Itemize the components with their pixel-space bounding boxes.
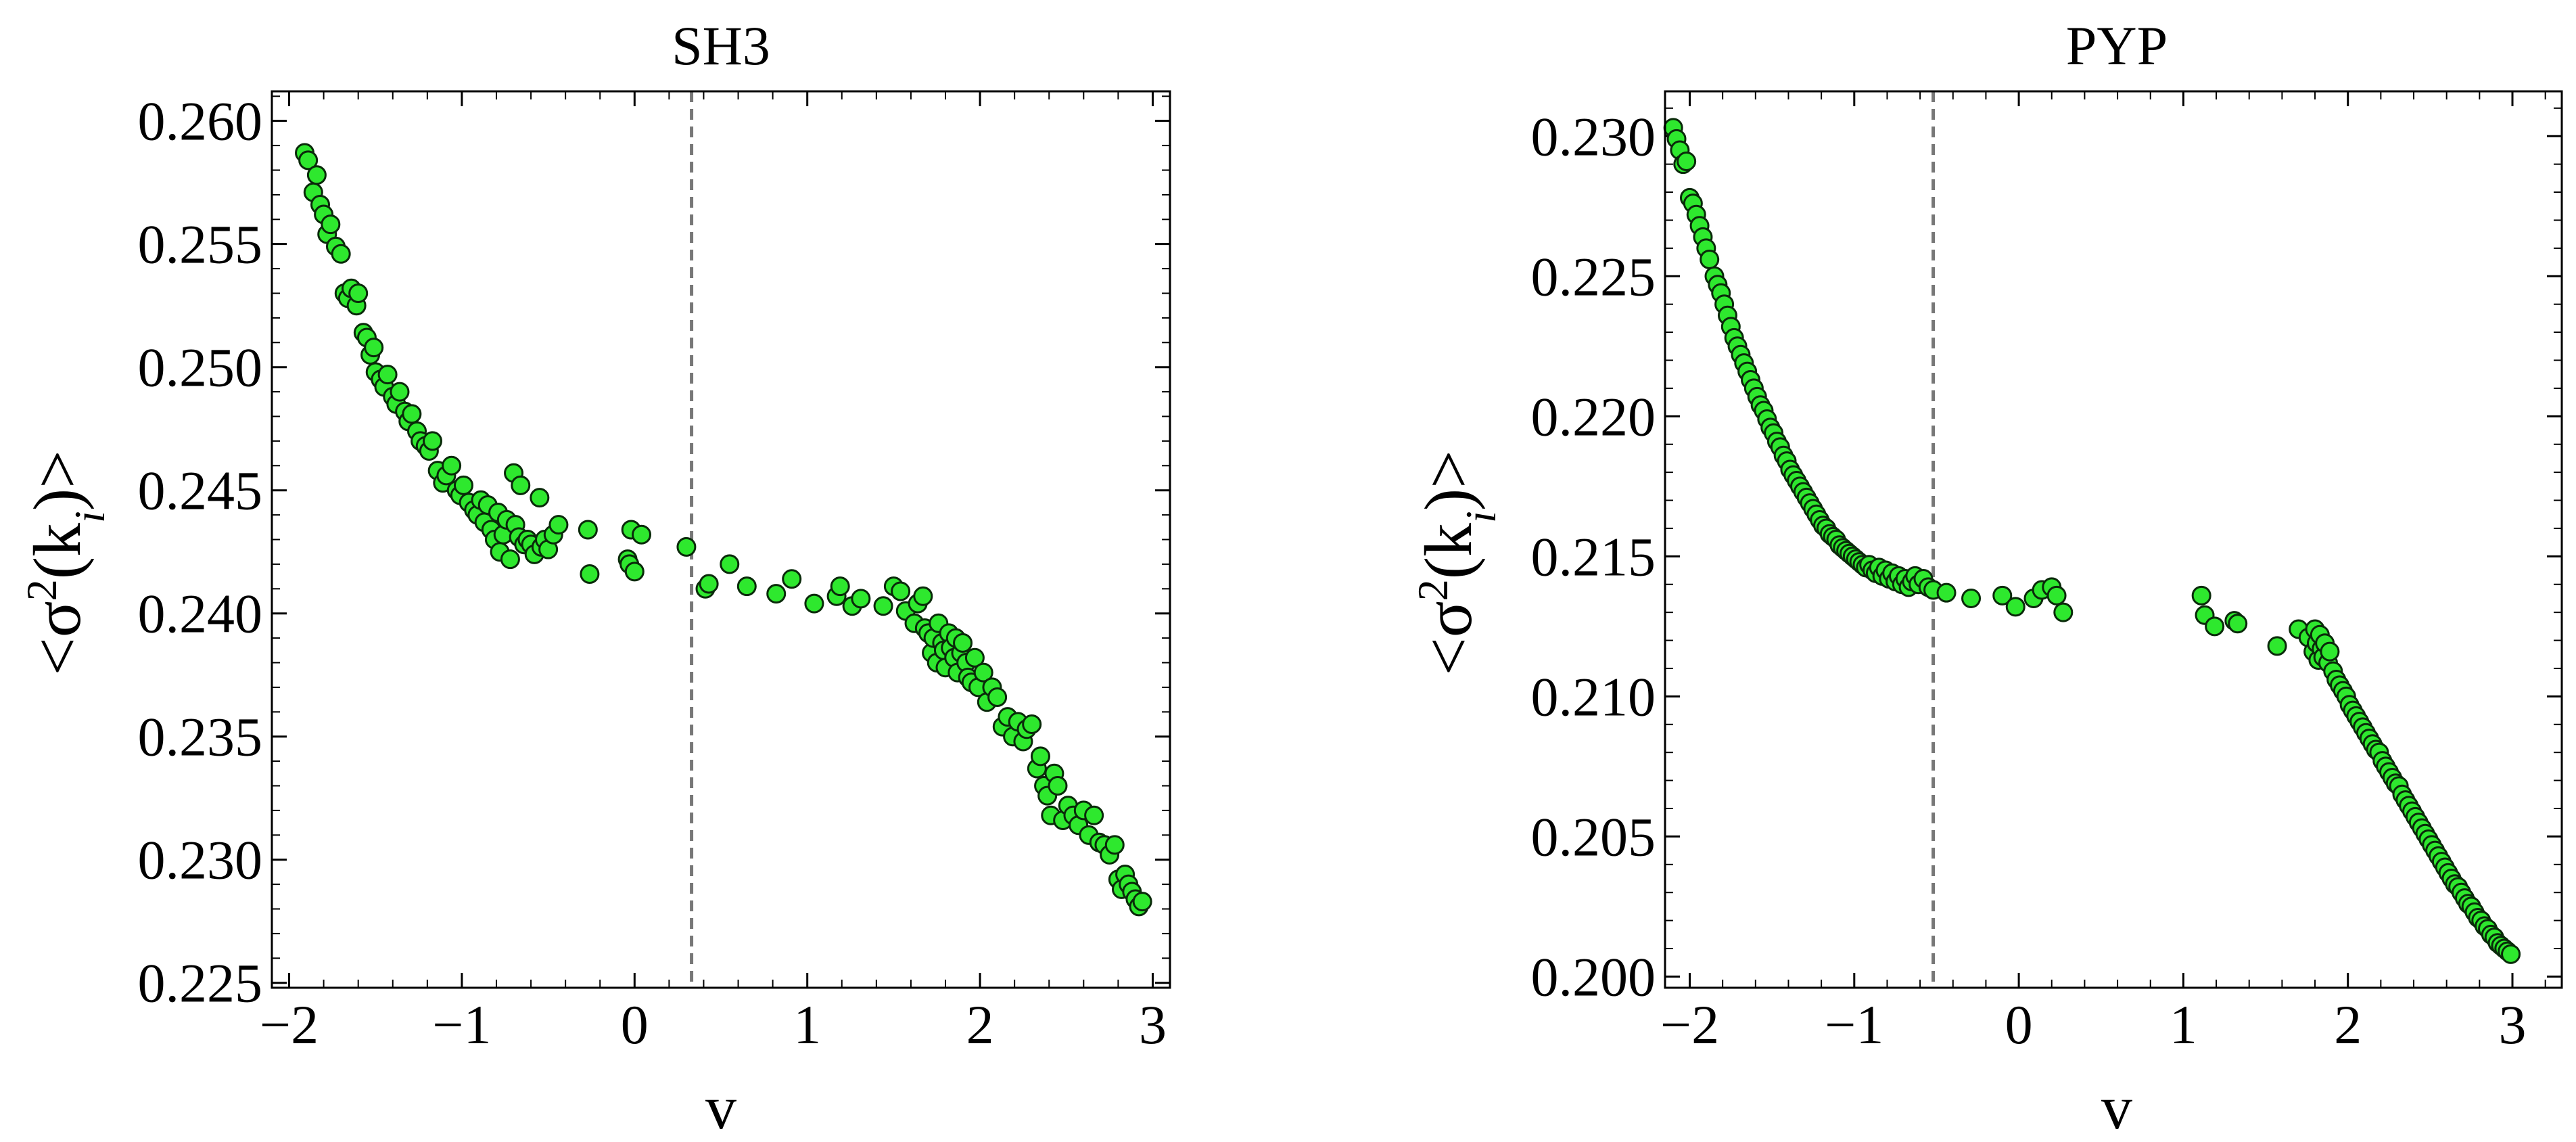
data-point <box>1936 583 1957 603</box>
data-point <box>442 455 462 476</box>
x-tick-label: 1 <box>2170 994 2197 1055</box>
data-point <box>423 431 443 451</box>
data-point <box>987 687 1008 707</box>
x-tick-label: −2 <box>260 994 319 1055</box>
y-tick-label: 0.255 <box>138 214 263 275</box>
x-tick-label: 2 <box>966 994 994 1055</box>
y-tick-label: 0.250 <box>138 337 263 398</box>
data-point <box>973 662 993 683</box>
x-tick-label: 3 <box>2499 994 2527 1055</box>
data-point <box>676 536 697 557</box>
data-point <box>804 593 824 614</box>
data-point <box>913 586 933 606</box>
data-point <box>2228 614 2248 634</box>
data-point <box>1961 588 1982 608</box>
data-point <box>2053 602 2074 622</box>
data-point <box>2005 597 2025 617</box>
y-tick-label: 0.235 <box>138 706 263 768</box>
data-point <box>298 150 319 170</box>
data-point <box>2320 641 2340 662</box>
data-point <box>851 589 871 609</box>
data-point <box>1104 835 1125 855</box>
data-point <box>2046 585 2067 606</box>
data-point <box>364 338 384 358</box>
data-point <box>624 562 645 582</box>
y-tick-label: 0.215 <box>1531 526 1656 587</box>
data-point <box>580 564 600 584</box>
scatter-points <box>295 143 1152 917</box>
data-point <box>331 244 351 264</box>
x-tick-label: 2 <box>2334 994 2362 1055</box>
data-point <box>548 515 569 535</box>
data-point <box>306 165 327 185</box>
data-point <box>736 576 757 597</box>
data-point <box>873 596 893 616</box>
y-tick-label: 0.225 <box>138 953 263 1014</box>
y-axis-label: <σ2(ki)> <box>18 450 114 675</box>
data-point <box>453 475 473 495</box>
x-tick-label: −1 <box>432 994 491 1055</box>
y-tick-label: 0.225 <box>1531 246 1656 307</box>
data-point <box>2267 636 2287 656</box>
y-tick-label: 0.230 <box>138 829 263 891</box>
axis-ticks: −2 −1 0 1 2 3 0.225 0.230 0.235 0.240 0.245 0.250 0.… <box>138 91 1170 1055</box>
x-tick-label: 0 <box>2005 994 2033 1055</box>
y-tick-label: 0.200 <box>1531 946 1656 1007</box>
x-tick-label: 1 <box>793 994 821 1055</box>
data-point <box>511 475 531 495</box>
data-point <box>2191 585 2211 606</box>
data-point <box>530 488 550 508</box>
data-point <box>500 549 520 570</box>
x-tick-label: −2 <box>1660 994 1719 1055</box>
data-point <box>402 404 422 424</box>
data-point <box>1022 714 1042 735</box>
y-tick-label: 0.260 <box>138 91 263 152</box>
data-point <box>1030 746 1050 767</box>
y-tick-label: 0.245 <box>138 460 263 522</box>
plot-frame <box>1664 90 2563 989</box>
scatter-points <box>1663 118 2521 964</box>
data-point <box>720 554 740 574</box>
y-tick-label: 0.230 <box>1531 106 1656 167</box>
x-axis-label: v <box>2101 1073 2132 1142</box>
data-point <box>632 524 652 545</box>
y-tick-label: 0.210 <box>1531 666 1656 727</box>
data-point <box>2501 944 2521 964</box>
data-point <box>766 584 787 604</box>
data-point <box>578 520 598 540</box>
data-point <box>891 581 911 601</box>
data-point <box>2205 616 2225 637</box>
data-point <box>1677 152 1697 172</box>
data-point <box>1992 585 2013 606</box>
plot-frame <box>271 90 1171 989</box>
axis-ticks: −2 −1 0 1 2 3 0.200 0.205 0.210 0.215 0.220 0.225 0.… <box>1531 91 2562 1055</box>
y-axis-label: <σ2(ki)> <box>1409 450 1505 675</box>
chart-pyp: PYP v <σ2(ki)> −2 −1 0 1 2 3 0.200 0.205 0.210 0.… <box>1409 15 2563 1142</box>
x-tick-label: −1 <box>1825 994 1883 1055</box>
chart-title: PYP <box>2066 15 2168 76</box>
data-point <box>953 633 973 653</box>
y-tick-label: 0.205 <box>1531 806 1656 867</box>
data-point <box>1700 249 1720 269</box>
chart-sh3: SH3 v <σ2(ki)> −2 −1 0 1 2 3 0.225 0.230 0.235 0.… <box>18 15 1171 1142</box>
x-axis-label: v <box>705 1073 736 1142</box>
y-tick-label: 0.220 <box>1531 386 1656 447</box>
y-tick-label: 0.240 <box>138 583 263 645</box>
data-point <box>1048 776 1068 796</box>
data-point <box>377 365 398 385</box>
data-point <box>348 283 369 303</box>
data-point <box>964 647 985 668</box>
x-tick-label: 3 <box>1139 994 1167 1055</box>
x-tick-label: 0 <box>621 994 649 1055</box>
data-point <box>1084 805 1104 825</box>
chart-title: SH3 <box>672 15 770 76</box>
data-point <box>1132 892 1152 912</box>
data-point <box>830 576 850 597</box>
data-point <box>390 382 410 402</box>
data-point <box>321 214 341 235</box>
data-point <box>699 574 719 594</box>
data-point <box>782 569 802 589</box>
